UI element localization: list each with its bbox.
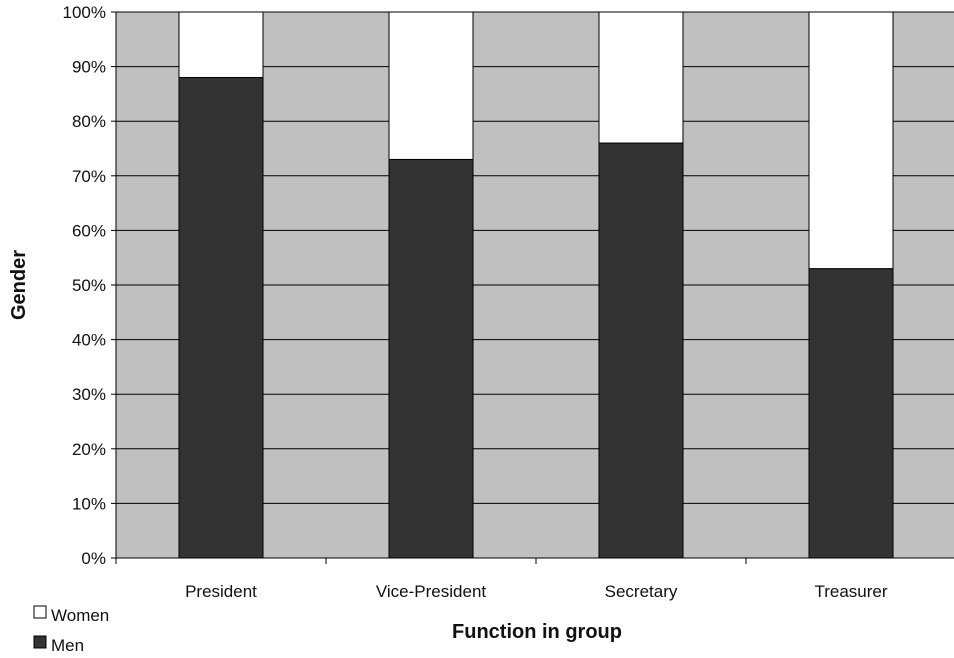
y-tick-label: 50%	[72, 276, 106, 295]
y-tick-label: 10%	[72, 494, 106, 513]
y-tick-label: 0%	[81, 549, 106, 568]
legend-swatch-women	[33, 605, 47, 619]
y-tick-labels: 0% 10% 20% 30% 40% 50% 60% 70% 80% 90% 100%	[63, 3, 106, 568]
legend-label-men: Men	[51, 636, 84, 655]
y-tick-label: 30%	[72, 385, 106, 404]
bar-women-president	[178, 11, 264, 79]
bars	[178, 11, 894, 559]
y-tick-label: 100%	[63, 3, 106, 22]
x-tick-label: Treasurer	[814, 582, 887, 601]
x-tick-label: Secretary	[605, 582, 678, 601]
bar-men-president	[178, 77, 264, 559]
x-tick-label: Vice-President	[376, 582, 487, 601]
bar-women-secretary	[598, 11, 684, 144]
y-tick-label: 40%	[72, 331, 106, 350]
x-axis-title: Function in group	[452, 621, 622, 643]
legend-label-women: Women	[51, 606, 109, 625]
y-tick-label: 60%	[72, 221, 106, 240]
legend: Women Men	[33, 605, 109, 655]
y-axis-title: Gender	[8, 250, 30, 320]
bar-men-secretary	[598, 142, 684, 559]
y-tick-label: 90%	[72, 58, 106, 77]
y-tick-label: 70%	[72, 167, 106, 186]
bar-men-vice-president	[388, 158, 474, 559]
legend-swatch-men	[33, 635, 47, 649]
y-tick-label: 20%	[72, 440, 106, 459]
y-tick-label: 80%	[72, 112, 106, 131]
x-tick-labels: President Vice-President Secretary Treasure…	[185, 582, 888, 601]
axes	[111, 11, 954, 564]
bar-women-vice-president	[388, 11, 474, 160]
bar-men-treasurer	[808, 268, 894, 559]
x-tick-label: President	[185, 582, 257, 601]
bar-women-treasurer	[808, 11, 894, 270]
